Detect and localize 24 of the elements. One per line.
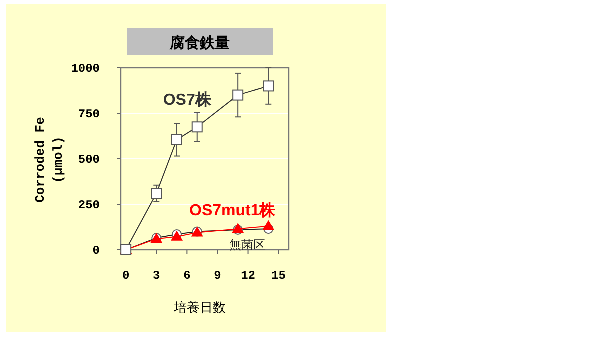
y-axis-title: Corroded Fe (μmol)	[33, 116, 66, 203]
y-tick-label: 500	[78, 153, 100, 167]
chart-title: 腐食鉄量	[169, 34, 230, 52]
point	[262, 220, 275, 230]
series-label: OS7mut1株	[190, 201, 277, 220]
x-tick-label: 15	[272, 269, 286, 283]
point	[172, 134, 182, 146]
point	[232, 90, 244, 101]
series-label: 無菌区	[230, 238, 266, 252]
y-tick-label: 0	[92, 244, 100, 258]
point	[263, 80, 274, 92]
y-tick-label: 250	[78, 198, 100, 212]
point	[192, 122, 203, 133]
x-tick-label: 12	[241, 269, 256, 283]
title: 腐食鉄量	[127, 28, 273, 55]
y-tick-label: 750	[78, 108, 100, 122]
series-label: OS7株	[163, 91, 212, 110]
x-tick-label: 0	[122, 269, 130, 283]
x-tick-label: 3	[153, 269, 160, 283]
x-axis-title: 培養日数	[173, 300, 226, 315]
x-tick-label: 6	[184, 269, 191, 283]
y-tick-label: 1000	[71, 62, 100, 76]
x-tick-label: 9	[214, 269, 222, 283]
point	[151, 188, 162, 200]
